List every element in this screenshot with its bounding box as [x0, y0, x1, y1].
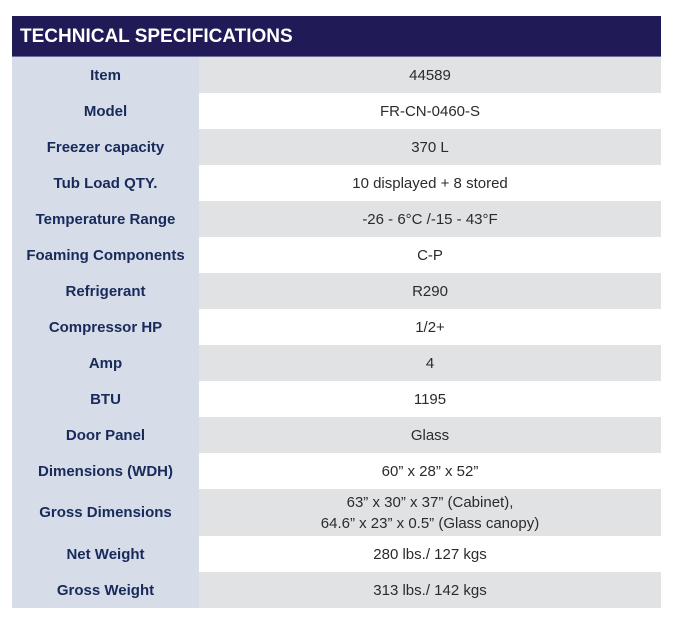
row-value: -26 - 6°C /-15 - 43°F [199, 201, 661, 237]
row-label: Door Panel [12, 417, 199, 453]
row-value: FR-CN-0460-S [199, 93, 661, 129]
row-label: Net Weight [12, 536, 199, 572]
table-row: Gross Dimensions 63” x 30” x 37” (Cabine… [12, 489, 661, 536]
table-row: Door Panel Glass [12, 417, 661, 453]
table-row: Net Weight 280 lbs./ 127 kgs [12, 536, 661, 572]
row-label: Gross Weight [12, 572, 199, 608]
table-row: Freezer capacity 370 L [12, 129, 661, 165]
row-value: 370 L [199, 129, 661, 165]
row-value: 1195 [199, 381, 661, 417]
table-row: Refrigerant R290 [12, 273, 661, 309]
table-row: Tub Load QTY. 10 displayed + 8 stored [12, 165, 661, 201]
row-label: Foaming Components [12, 237, 199, 273]
row-value: 313 lbs./ 142 kgs [199, 572, 661, 608]
table-row: Amp 4 [12, 345, 661, 381]
row-value: 280 lbs./ 127 kgs [199, 536, 661, 572]
row-label: Dimensions (WDH) [12, 453, 199, 489]
table-row: Temperature Range -26 - 6°C /-15 - 43°F [12, 201, 661, 237]
table-row: Model FR-CN-0460-S [12, 93, 661, 129]
table-row: Compressor HP 1/2+ [12, 309, 661, 345]
row-label: BTU [12, 381, 199, 417]
row-value: C-P [199, 237, 661, 273]
table-row: Item 44589 [12, 57, 661, 93]
table-row: Foaming Components C-P [12, 237, 661, 273]
row-value: 10 displayed + 8 stored [199, 165, 661, 201]
row-label: Item [12, 57, 199, 93]
row-label: Tub Load QTY. [12, 165, 199, 201]
row-label: Freezer capacity [12, 129, 199, 165]
row-value: 60” x 28” x 52” [199, 453, 661, 489]
row-value: Glass [199, 417, 661, 453]
row-value: R290 [199, 273, 661, 309]
row-value: 4 [199, 345, 661, 381]
row-value-line-1: 63” x 30” x 37” (Cabinet), [346, 493, 514, 511]
row-value: 63” x 30” x 37” (Cabinet), 64.6” x 23” x… [199, 489, 661, 536]
row-value-line-2: 64.6” x 23” x 0.5” (Glass canopy) [320, 514, 540, 532]
row-label: Temperature Range [12, 201, 199, 237]
table-row: Gross Weight 313 lbs./ 142 kgs [12, 572, 661, 608]
table-title: TECHNICAL SPECIFICATIONS [12, 16, 661, 57]
table-row: Dimensions (WDH) 60” x 28” x 52” [12, 453, 661, 489]
spec-table: TECHNICAL SPECIFICATIONS Item 44589 Mode… [12, 16, 661, 608]
row-label: Model [12, 93, 199, 129]
row-label: Refrigerant [12, 273, 199, 309]
table-row: BTU 1195 [12, 381, 661, 417]
row-label: Compressor HP [12, 309, 199, 345]
row-label: Gross Dimensions [12, 489, 199, 536]
row-value: 44589 [199, 57, 661, 93]
row-label: Amp [12, 345, 199, 381]
row-value: 1/2+ [199, 309, 661, 345]
